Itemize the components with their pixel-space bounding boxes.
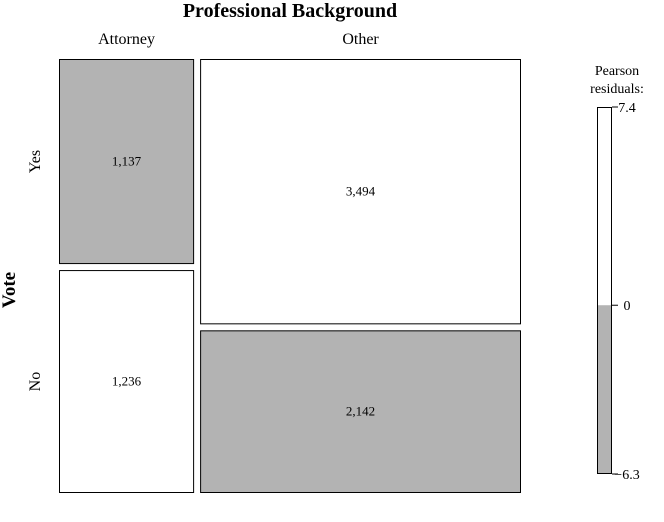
cell-count-label: 3,494 xyxy=(346,184,376,199)
mosaic-cells: 1,137 1,236 3,494 2,142 xyxy=(59,59,521,493)
legend-bar-border xyxy=(597,107,612,474)
column-labels: Attorney Other xyxy=(98,31,379,48)
cell-count-label: 1,236 xyxy=(112,374,142,389)
y-axis-title: Vote xyxy=(0,272,20,308)
row-labels: Yes No xyxy=(27,150,44,391)
legend-negative-band xyxy=(597,305,612,474)
legend-tick-label: 0 xyxy=(624,299,631,314)
column-label: Attorney xyxy=(98,31,155,48)
mosaic-cell xyxy=(200,59,521,325)
row-label: No xyxy=(27,372,44,392)
cell-count-label: 2,142 xyxy=(346,404,375,419)
mosaic-cell xyxy=(200,330,521,493)
legend-title-line1: Pearson xyxy=(595,64,639,79)
mosaic-cell xyxy=(59,270,195,493)
legend-tick-label: −6.3 xyxy=(614,468,639,483)
legend-ticks: 7.4 0 −6.3 xyxy=(612,101,640,483)
legend-color-bar xyxy=(597,107,612,474)
mosaic-cell xyxy=(59,59,195,265)
legend-tick-label: 7.4 xyxy=(618,101,636,116)
chart-title: Professional Background xyxy=(183,0,397,22)
cell-count-label: 1,137 xyxy=(112,154,142,169)
legend-positive-band xyxy=(597,107,612,306)
column-label: Other xyxy=(342,31,379,48)
legend-title-line2: residuals: xyxy=(590,82,644,97)
row-label: Yes xyxy=(27,150,44,173)
legend: Pearson residuals: 7.4 0 −6.3 xyxy=(590,64,644,483)
